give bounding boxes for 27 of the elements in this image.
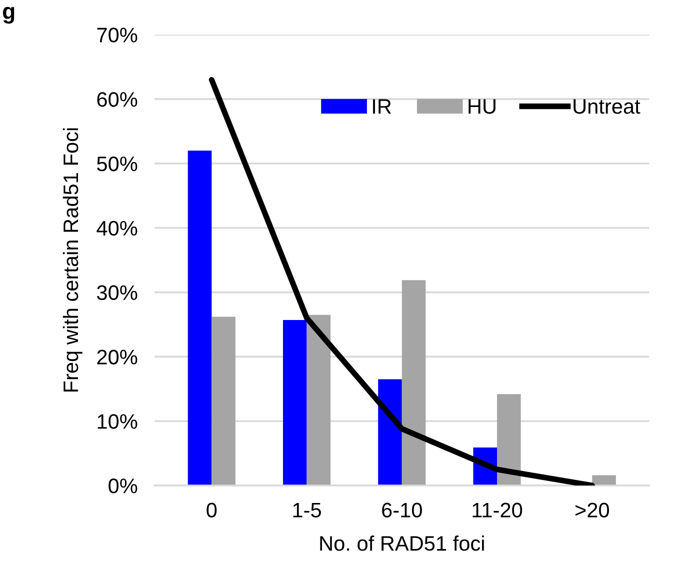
y-tick-label: 70%	[97, 28, 138, 42]
bar	[282, 320, 307, 486]
legend-label: HU	[468, 99, 496, 114]
bar	[212, 316, 236, 486]
bar	[306, 314, 331, 486]
y-tick-label: 40%	[96, 220, 138, 236]
legend-label: Untreat	[574, 99, 640, 114]
text: g	[2, 6, 14, 24]
legend-label: IR	[373, 99, 391, 114]
bar	[188, 150, 212, 486]
y-tick-label: 30%	[97, 285, 138, 300]
x-tick-label: >20	[576, 502, 609, 518]
x-tick-label: 6-10	[382, 502, 422, 518]
y-tick-label: 10%	[98, 414, 138, 429]
y-tick-label: 60%	[97, 92, 138, 107]
y-tick-label: 20%	[97, 350, 138, 364]
x-tick-label: 1-5	[293, 502, 321, 518]
bar	[378, 379, 402, 486]
y-tick-label: 50%	[97, 156, 138, 172]
y-axis-title: Freq with certain Rad51 Foci	[62, 128, 82, 392]
y-tick-label: 0%	[108, 478, 138, 494]
x-tick-label: 11-20	[472, 502, 522, 518]
bar	[497, 394, 521, 486]
bar	[592, 475, 616, 486]
bar	[402, 280, 426, 486]
x-axis-title: No. of RAD51 foci	[320, 535, 484, 551]
x-tick-label: 0	[206, 502, 217, 518]
